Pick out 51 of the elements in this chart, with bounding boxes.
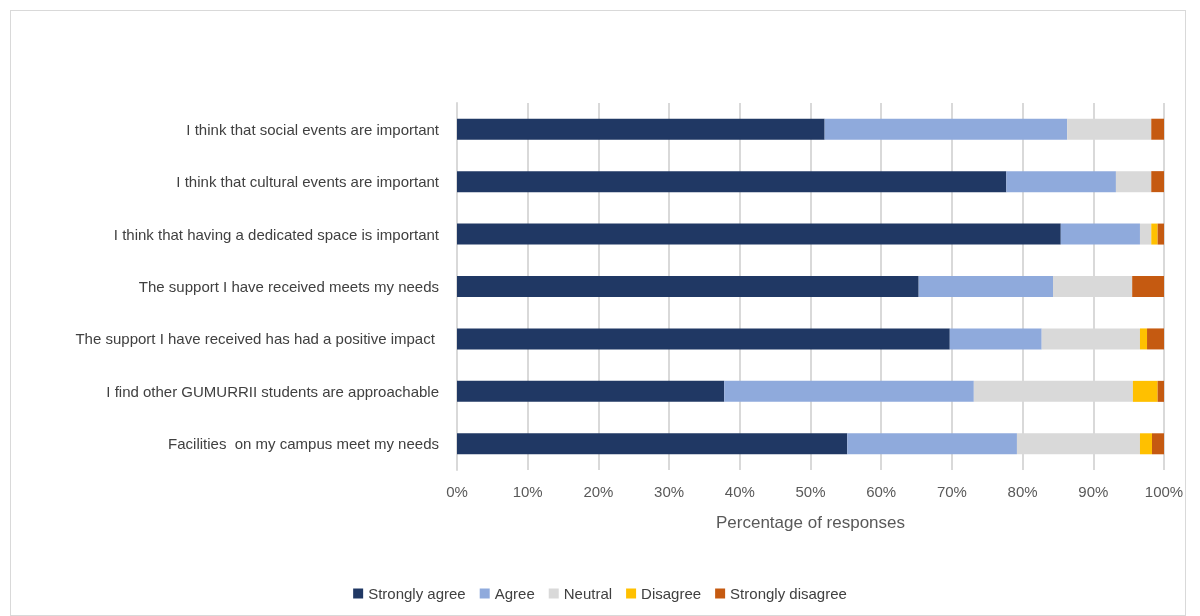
x-tick-label: 70% — [936, 483, 967, 500]
bar — [457, 433, 848, 455]
bar — [1157, 223, 1164, 245]
bar — [1157, 380, 1164, 402]
y-tick-label: The support I have received has had a positive impact — [75, 330, 439, 348]
bar — [1060, 223, 1140, 245]
x-axis-title: Percentage of responses — [715, 513, 906, 532]
legend-label: Agree — [494, 585, 535, 602]
x-tick-label: 100% — [1144, 483, 1184, 500]
bar — [457, 223, 1061, 245]
bar — [457, 171, 1007, 193]
y-tick-label: Facilities on my campus meet my needs — [168, 435, 439, 453]
bar — [1132, 276, 1164, 297]
bar — [1115, 171, 1152, 193]
y-tick-label: I think that cultural events are important — [176, 173, 440, 191]
x-tick-label: 90% — [1078, 483, 1109, 500]
bar — [1139, 433, 1152, 455]
bar — [724, 380, 974, 402]
bar — [457, 276, 919, 297]
y-tick-label: I think that social events are important — [186, 120, 440, 138]
bar — [1151, 171, 1164, 193]
bar — [1132, 380, 1158, 402]
bar — [824, 118, 1068, 140]
x-tick-label: 0% — [446, 483, 468, 500]
y-tick-label: The support I have received meets my needs — [138, 278, 439, 295]
bar — [1139, 223, 1152, 245]
legend-label: Strongly disagree — [730, 585, 847, 602]
x-tick-label: 10% — [512, 483, 543, 500]
legend-label: Disagree — [641, 585, 702, 602]
bar — [949, 328, 1042, 350]
bar — [457, 328, 950, 350]
x-tick-label: 50% — [795, 483, 826, 500]
x-tick-label: 80% — [1007, 483, 1038, 500]
bar — [1151, 223, 1158, 245]
y-tick-label: I think that having a dedicated space is important — [113, 225, 440, 243]
legend-label: Strongly agree — [368, 585, 466, 602]
x-tick-label: 60% — [866, 483, 897, 500]
bar — [847, 433, 1017, 455]
x-tick-label: 20% — [583, 483, 614, 500]
bar — [1006, 171, 1116, 193]
bar — [457, 380, 725, 402]
legend-label: Neutral — [563, 585, 613, 602]
bar — [918, 276, 1053, 297]
bar — [1139, 328, 1148, 350]
bar — [457, 118, 825, 140]
y-tick-label: I find other GUMURRII students are approachable — [106, 382, 439, 400]
x-tick-label: 40% — [724, 483, 755, 500]
bar — [1147, 328, 1164, 350]
x-tick-label: 30% — [654, 483, 685, 500]
bar — [1151, 433, 1164, 455]
bar — [1151, 118, 1164, 140]
